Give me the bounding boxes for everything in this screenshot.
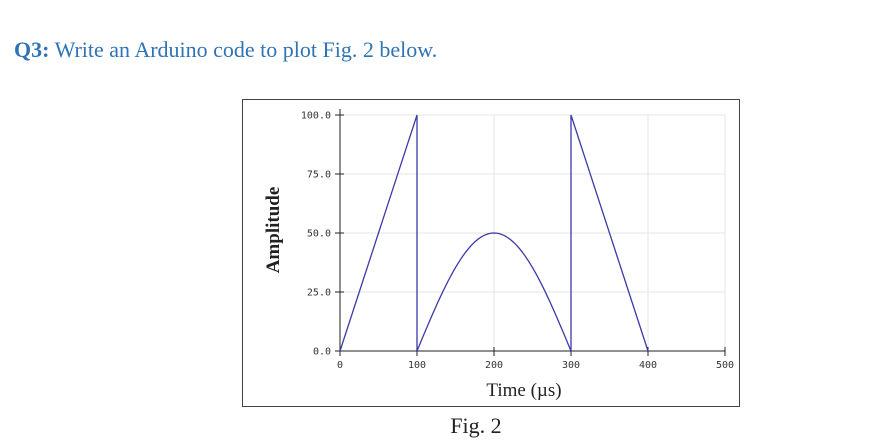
x-tick-label-1: 100: [408, 360, 426, 371]
y-tick-label-3: 75.0: [307, 170, 331, 181]
x-tick-label-5: 500: [716, 360, 734, 371]
question-text: Q3: Write an Arduino code to plot Fig. 2…: [14, 37, 437, 63]
y-axis-label: Amplitude: [263, 186, 284, 274]
y-tick-label-2: 50.0: [307, 229, 331, 240]
x-tick-label-4: 400: [639, 360, 657, 371]
y-tick-label-0: 0.0: [313, 347, 331, 358]
x-axis-label: Time (µs): [486, 380, 562, 401]
question-number: Q3:: [14, 37, 50, 62]
x-tick-label-2: 200: [485, 360, 503, 371]
x-tick-label-3: 300: [562, 360, 580, 371]
figure-caption: Fig. 2: [450, 413, 502, 438]
x-tick-label-0: 0: [337, 360, 343, 371]
question-body: Write an Arduino code to plot Fig. 2 bel…: [54, 37, 438, 62]
series-line-0: [339, 114, 649, 352]
y-tick-label-1: 25.0: [307, 288, 331, 299]
y-tick-label-4: 100.0: [301, 111, 331, 122]
figure-frame: [242, 99, 740, 407]
